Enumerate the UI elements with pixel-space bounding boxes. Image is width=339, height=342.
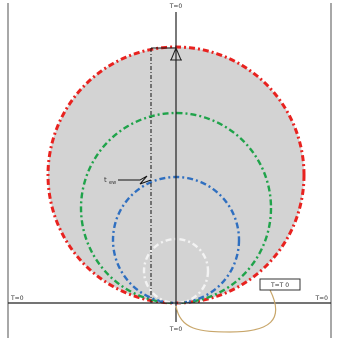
label-box bbox=[259, 278, 301, 291]
label-box-text: T=T 0 bbox=[270, 282, 289, 289]
t-subscript: ew bbox=[109, 180, 116, 186]
t-pointer bbox=[118, 175, 152, 185]
arrow-up-icon bbox=[170, 47, 182, 61]
tan-curve bbox=[175, 289, 277, 333]
circle-second-green bbox=[79, 111, 273, 305]
axis-label-right: T=0 bbox=[314, 295, 328, 302]
axis-label-bottom: T=0 bbox=[169, 326, 183, 333]
t-label: t bbox=[104, 176, 107, 184]
axis-label-top: T=0 bbox=[169, 3, 183, 10]
axis-label-left: T=0 bbox=[10, 295, 24, 302]
